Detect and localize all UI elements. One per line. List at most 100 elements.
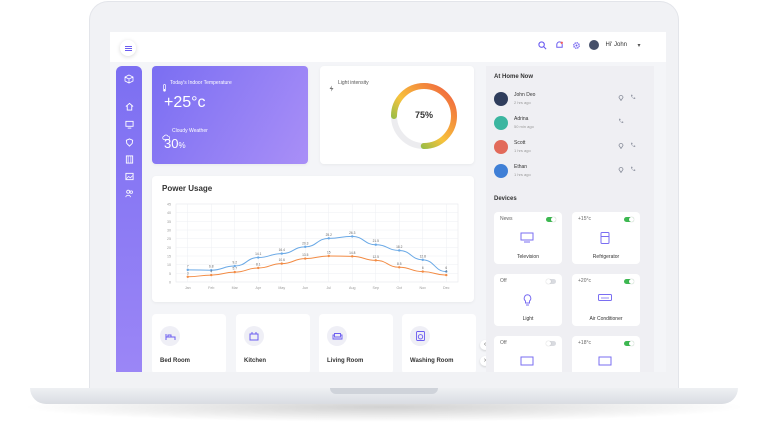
device-toggle[interactable] (624, 217, 634, 222)
avatar[interactable] (588, 40, 599, 50)
data-label: 6.8 (209, 265, 214, 269)
data-point (421, 258, 424, 262)
location-icon[interactable] (618, 142, 624, 151)
data-label: 8.5 (397, 262, 402, 266)
search-icon[interactable] (538, 40, 548, 50)
room-card-living-room[interactable]: Living Room (319, 314, 393, 372)
room-card-kitchen[interactable]: Kitchen (236, 314, 310, 372)
device-icon (520, 356, 534, 368)
device-label: Television (517, 254, 539, 260)
device-card[interactable]: Off (494, 336, 562, 372)
person-name: Ethan (514, 164, 528, 170)
image-icon[interactable] (124, 172, 134, 182)
air-conditioner-icon (598, 294, 612, 306)
device-card-television[interactable]: News Television (494, 212, 562, 264)
phone-icon[interactable] (630, 142, 636, 150)
room-card-bed-room[interactable]: Bed Room (152, 314, 226, 372)
device-status: Off (500, 340, 507, 346)
y-tick-label: 5 (169, 272, 171, 276)
tv-icon (520, 232, 534, 244)
data-label: 15 (327, 251, 331, 255)
person-row[interactable]: Ethan 1 hrs ago (494, 162, 644, 184)
room-label: Kitchen (244, 358, 267, 364)
weather-number: 30 (164, 136, 179, 151)
gear-icon[interactable] (572, 40, 582, 50)
data-label: 14.1 (255, 252, 261, 256)
data-label: 21.5 (373, 239, 379, 243)
user-greeting[interactable]: Hi' John (605, 42, 628, 48)
device-toggle[interactable] (624, 279, 634, 284)
device-card-refrigerator[interactable]: +15°c Refrigerator (572, 212, 640, 264)
cube-icon[interactable] (124, 74, 134, 84)
data-point (280, 252, 283, 255)
data-point (374, 243, 377, 246)
device-toggle[interactable] (546, 279, 556, 284)
data-point (233, 264, 236, 268)
person-row[interactable]: John Deo 2 hrs ago (494, 90, 644, 112)
data-label: 14.8 (349, 251, 355, 255)
avatar (494, 140, 508, 154)
menu-toggle-button[interactable] (120, 40, 136, 56)
data-point (233, 270, 236, 274)
data-point (421, 270, 424, 273)
shield-icon[interactable] (124, 138, 134, 148)
phone-icon[interactable] (630, 166, 636, 174)
x-tick-label: Mar (232, 286, 239, 290)
dashboard-screen: Hi' John ▾ (110, 32, 666, 372)
room-label: Washing Room (410, 358, 454, 364)
location-icon[interactable] (618, 94, 624, 103)
device-label: Refrigerator (592, 254, 620, 260)
bell-icon[interactable] (555, 40, 565, 50)
device-toggle[interactable] (546, 217, 556, 222)
person-time: 1 hrs ago (514, 172, 531, 177)
device-icon (598, 356, 612, 368)
location-icon[interactable] (618, 166, 624, 175)
y-tick-label: 0 (169, 281, 171, 285)
data-label: 5.7 (233, 267, 238, 271)
data-point (304, 257, 307, 260)
carousel-next-button[interactable]: › (480, 356, 490, 366)
x-tick-label: Sep (373, 286, 379, 290)
person-row[interactable]: Scott 1 hrs ago (494, 138, 644, 160)
person-row[interactable]: Adrina 50 min ago (494, 114, 644, 136)
data-point (327, 237, 330, 240)
data-label: 7 (187, 264, 189, 268)
x-tick-label: Oct (396, 286, 402, 290)
person-name: John Deo (514, 92, 536, 98)
data-label: 10.6 (279, 258, 285, 262)
data-point (445, 270, 448, 273)
person-name: Adrina (514, 116, 529, 122)
device-toggle[interactable] (624, 341, 634, 346)
data-label: 4 (445, 270, 447, 274)
film-icon[interactable] (124, 155, 134, 165)
carousel-prev-button[interactable]: ‹ (480, 340, 490, 350)
lightning-icon (328, 79, 335, 92)
data-label: 13.5 (302, 253, 308, 257)
users-icon[interactable] (124, 189, 134, 199)
data-point (257, 256, 260, 259)
x-tick-label: Jun (302, 286, 308, 290)
kitchen-icon (244, 326, 264, 346)
sofa-icon (327, 326, 347, 346)
device-card-air-conditioner[interactable]: +20°c Air Conditioner (572, 274, 640, 326)
phone-icon[interactable] (630, 94, 636, 102)
devices-title: Devices (494, 196, 517, 202)
device-card[interactable]: +18°c (572, 336, 640, 372)
phone-icon[interactable] (618, 118, 624, 126)
data-point (210, 269, 213, 272)
chevron-down-icon[interactable]: ▾ (637, 42, 641, 49)
room-label: Bed Room (160, 358, 190, 364)
device-card-light[interactable]: Off Light (494, 274, 562, 326)
device-toggle[interactable] (546, 341, 556, 346)
avatar (494, 164, 508, 178)
x-tick-label: Dec (443, 286, 450, 290)
room-card-washing-room[interactable]: Washing Room (402, 314, 476, 372)
monitor-icon[interactable] (124, 120, 134, 130)
top-bar: Hi' John ▾ (110, 32, 666, 62)
data-point (398, 266, 401, 269)
data-label: 18.2 (396, 245, 402, 249)
device-status: +15°c (578, 216, 591, 222)
home-icon[interactable] (124, 102, 134, 112)
data-point (304, 245, 307, 249)
